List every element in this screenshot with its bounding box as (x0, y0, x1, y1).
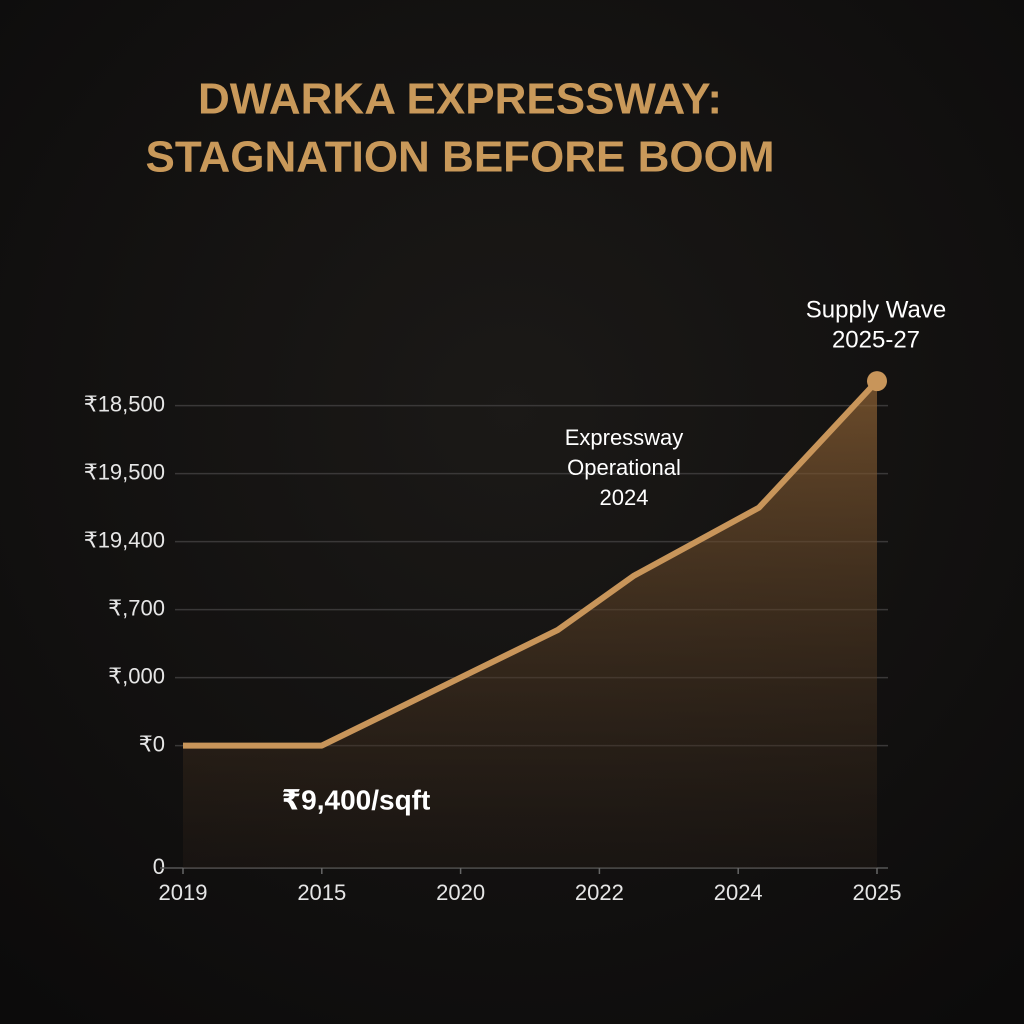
annotation: 2024 (600, 485, 649, 510)
x-tick-label: 2019 (159, 880, 208, 905)
chart-title: DWARKA EXPRESSWAY: (198, 75, 722, 124)
area (183, 381, 877, 868)
y-tick-label: ₹,700 (108, 595, 165, 620)
x-tick-label: 2020 (436, 880, 485, 905)
x-tick-label: 2022 (575, 880, 624, 905)
y-tick-label: ₹19,400 (84, 527, 165, 552)
annotation: Operational (567, 455, 681, 480)
x-tick-label: 2024 (714, 880, 763, 905)
annotation: 2025-27 (832, 326, 920, 353)
annotation: ₹9,400/sqft (282, 784, 431, 815)
x-tick-label: 2025 (853, 880, 902, 905)
annotation: Supply Wave (806, 296, 947, 323)
y-tick-label: 0 (153, 854, 165, 879)
chart-title: STAGNATION BEFORE BOOM (145, 133, 774, 182)
end-point (867, 371, 887, 392)
y-tick-label: ₹18,500 (84, 391, 165, 416)
line (183, 379, 880, 749)
y-tick-label: ₹0 (139, 731, 165, 756)
x-tick-label: 2015 (297, 880, 346, 905)
annotation: Expressway (565, 425, 684, 450)
y-tick-label: ₹,000 (108, 663, 165, 688)
y-tick-label: ₹19,500 (84, 459, 165, 484)
